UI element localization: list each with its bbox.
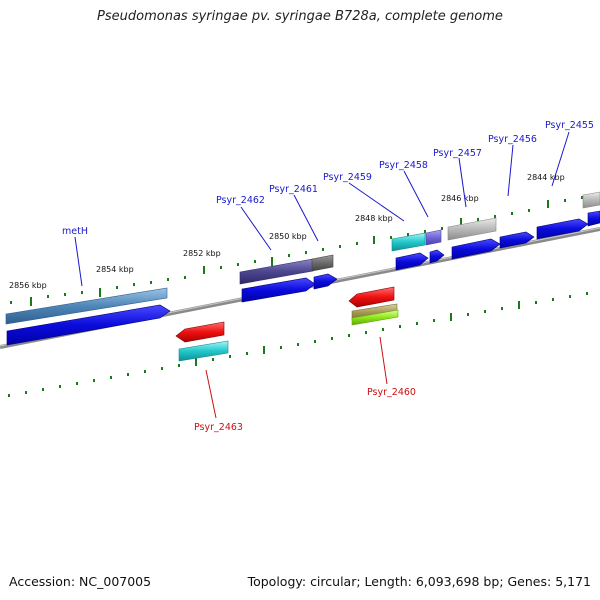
- cds-arrow-psyr2458[interactable]: [429, 249, 445, 264]
- gene-label-psyr2460[interactable]: Psyr_2460: [367, 387, 416, 398]
- gene-label-psyr2458[interactable]: Psyr_2458: [379, 160, 428, 171]
- gene-label-psyr2457[interactable]: Psyr_2457: [433, 148, 482, 159]
- gene-label-psyr2455[interactable]: Psyr_2455: [545, 120, 594, 131]
- genes-label: Genes:: [507, 574, 552, 589]
- feature-psyr2463-lower[interactable]: [178, 340, 229, 362]
- feature-psyr2460-lower-lime[interactable]: [351, 309, 399, 326]
- cds-arrow-psyr2459[interactable]: [395, 252, 429, 271]
- length-value: 6,093,698 bp: [415, 574, 500, 589]
- kbp-label: 2850 kbp: [269, 232, 307, 241]
- topology-value: circular: [310, 574, 357, 589]
- genes-value: 5,171: [555, 574, 591, 589]
- feature-psyr2455-upper[interactable]: [582, 191, 600, 209]
- feature-psyr2459-upper[interactable]: [391, 232, 426, 252]
- gene-label-psyr2463[interactable]: Psyr_2463: [194, 422, 243, 433]
- cds-arrow-psyr2463[interactable]: [175, 321, 225, 343]
- lower-tick-scale: [8, 292, 588, 397]
- cds-arrow-psyr2455b[interactable]: [587, 210, 600, 227]
- cds-arrow-psyr2461[interactable]: [313, 273, 338, 290]
- gene-label-psyr2459[interactable]: Psyr_2459: [323, 172, 372, 183]
- feature-psyr2458-upper[interactable]: [425, 229, 442, 246]
- feature-metH-upper[interactable]: [5, 287, 168, 325]
- label-connectors: [74, 131, 570, 419]
- kbp-label: 2848 kbp: [355, 214, 393, 223]
- kbp-label: 2854 kbp: [96, 265, 134, 274]
- feature-psyr2457-upper[interactable]: [447, 217, 497, 241]
- cds-arrow-psyr2460[interactable]: [348, 286, 395, 308]
- cds-arrow-psyr2456[interactable]: [499, 231, 535, 249]
- kbp-label: 2844 kbp: [527, 173, 565, 182]
- accession-label: Accession:: [9, 574, 76, 589]
- topology-label: Topology:: [247, 574, 307, 589]
- cds-arrow-psyr2462[interactable]: [241, 277, 316, 303]
- accession-info: Accession: NC_007005: [9, 574, 151, 589]
- kbp-label: 2846 kbp: [441, 194, 479, 203]
- map-title: Pseudomonas syringae pv. syringae B728a,…: [97, 9, 503, 24]
- length-label: Length:: [364, 574, 412, 589]
- genome-summary: Topology: circular; Length: 6,093,698 bp…: [247, 574, 591, 589]
- gene-label-metH[interactable]: metH: [62, 226, 88, 237]
- accession-value: NC_007005: [79, 574, 152, 589]
- cds-arrow-metH[interactable]: [6, 304, 171, 346]
- gene-label-psyr2461[interactable]: Psyr_2461: [269, 184, 318, 195]
- kbp-label: 2852 kbp: [183, 249, 221, 258]
- feature-psyr2461-upper[interactable]: [311, 254, 334, 272]
- gene-label-psyr2456[interactable]: Psyr_2456: [488, 134, 537, 145]
- cds-arrow-psyr2455a[interactable]: [536, 218, 589, 240]
- gene-label-psyr2462[interactable]: Psyr_2462: [216, 195, 265, 206]
- kbp-label: 2856 kbp: [9, 281, 47, 290]
- cds-arrow-psyr2457[interactable]: [451, 238, 501, 260]
